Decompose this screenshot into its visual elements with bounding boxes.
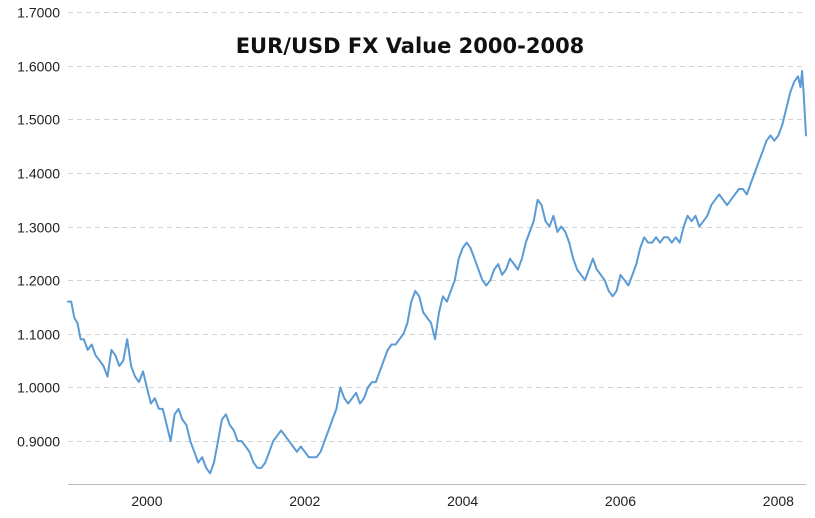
y-tick-label: 1.4000	[17, 166, 60, 182]
x-tick-label: 2006	[605, 493, 636, 509]
y-axis-tick-labels: 0.9000 1.0000 1.1000 1.2000 1.3000 1.4000 1.50…	[17, 5, 60, 450]
y-tick-label: 1.1000	[17, 327, 60, 343]
x-axis-tick-labels: 2000 2002 2004 2006 2008	[131, 493, 794, 509]
chart-title: EUR/USD FX Value 2000-2008	[236, 34, 585, 58]
y-tick-label: 0.9000	[17, 434, 60, 450]
x-tick-label: 2004	[447, 493, 478, 509]
series-layer	[67, 70, 807, 475]
x-tick-label: 2002	[289, 493, 320, 509]
y-tick-label: 1.6000	[17, 59, 60, 75]
x-tick-label: 2000	[131, 493, 162, 509]
x-tick-label: 2008	[763, 493, 794, 509]
y-tick-label: 1.2000	[17, 273, 60, 289]
y-tick-label: 1.7000	[17, 5, 60, 21]
y-tick-label: 1.5000	[17, 112, 60, 128]
gridlines	[68, 12, 806, 442]
series-line	[67, 70, 807, 475]
y-tick-label: 1.0000	[17, 380, 60, 396]
y-tick-label: 1.3000	[17, 220, 60, 236]
